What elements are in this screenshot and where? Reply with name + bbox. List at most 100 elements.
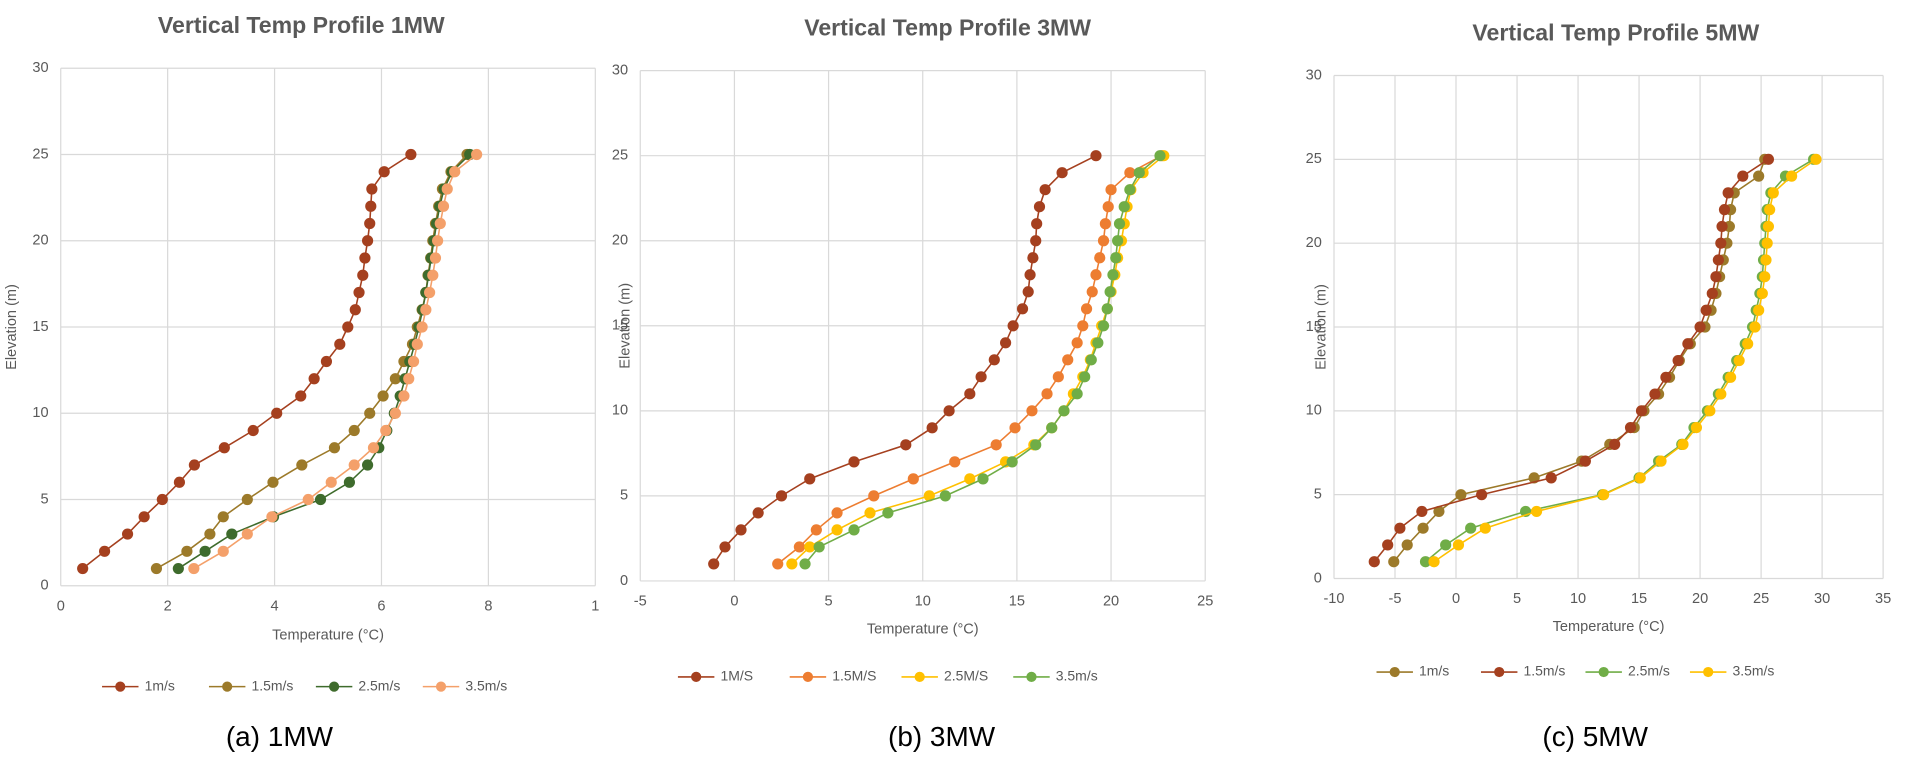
data-point <box>1097 235 1110 247</box>
data-point <box>138 511 150 523</box>
data-point <box>348 459 360 471</box>
series-line <box>1425 158 1814 563</box>
y-tick-label: 25 <box>612 148 628 164</box>
data-point <box>364 217 376 230</box>
series-line <box>156 153 468 570</box>
data-point <box>380 424 392 437</box>
data-point <box>735 524 747 536</box>
data-point <box>1085 354 1097 366</box>
data-point <box>882 507 894 519</box>
data-point <box>398 390 410 402</box>
data-point <box>1545 472 1557 484</box>
data-point <box>343 476 356 488</box>
data-point <box>1762 153 1775 165</box>
data-point <box>1099 218 1111 230</box>
data-point <box>1039 184 1051 196</box>
y-tick-label: 0 <box>40 578 48 594</box>
data-point <box>1530 505 1543 518</box>
data-point <box>173 476 186 488</box>
data-point <box>267 476 279 488</box>
legend-marker <box>222 681 233 692</box>
data-point <box>752 507 764 519</box>
data-point <box>411 338 423 350</box>
data-point <box>217 545 229 557</box>
data-point <box>226 528 238 540</box>
series-line <box>82 153 412 570</box>
data-point <box>424 286 436 299</box>
legend-marker <box>1026 671 1037 683</box>
data-point <box>172 562 184 575</box>
data-point <box>377 390 389 402</box>
chart-title: Vertical Temp Profile 5MW <box>1472 19 1759 45</box>
caption: (b) 3MW <box>888 721 996 752</box>
data-point <box>1762 220 1775 232</box>
data-point <box>1124 167 1136 179</box>
legend-label: 3.5m/s <box>1056 668 1098 684</box>
legend-marker <box>691 671 702 683</box>
data-point <box>266 511 278 523</box>
x-axis-label: Temperature (°C) <box>272 627 384 643</box>
data-point <box>1737 170 1749 182</box>
data-point <box>975 371 987 383</box>
data-point <box>1030 235 1042 247</box>
x-tick-label: -10 <box>1323 591 1344 607</box>
legend-label: 2.5M/S <box>944 668 988 684</box>
data-point <box>1046 422 1058 434</box>
data-point <box>1761 237 1773 249</box>
data-point <box>1756 287 1768 300</box>
data-point <box>1080 303 1093 315</box>
chart: 0 5 10 15 20 25 30 -10 -5 0 5 10 15 20 25 30 35 1m/s 1.5m/… <box>1306 19 1892 752</box>
data-point <box>1660 371 1672 383</box>
data-point <box>1052 371 1064 383</box>
data-point <box>1465 522 1477 534</box>
x-tick-label: 0 <box>57 598 65 614</box>
data-point <box>1016 303 1029 315</box>
data-point <box>977 473 989 485</box>
data-point <box>367 442 380 454</box>
data-point <box>1419 556 1432 568</box>
data-point <box>361 459 374 471</box>
data-point <box>708 558 720 570</box>
y-tick-label: 30 <box>32 60 48 76</box>
data-point <box>357 269 369 281</box>
x-tick-label: -5 <box>634 593 647 609</box>
y-axis-label: Elevation (m) <box>4 284 20 370</box>
legend-label: 1M/S <box>720 668 753 684</box>
data-point <box>1749 321 1761 333</box>
y-tick-label: 10 <box>32 405 48 421</box>
data-point <box>302 493 314 506</box>
data-point <box>241 528 253 540</box>
data-point <box>334 338 346 350</box>
data-point <box>150 562 163 575</box>
legend-marker <box>1494 666 1505 678</box>
data-point <box>1079 371 1091 383</box>
x-tick-label: 6 <box>377 598 385 614</box>
data-point <box>405 148 417 161</box>
x-axis-label: Temperature (°C) <box>867 621 979 637</box>
legend-marker <box>1703 666 1714 678</box>
legend-label: 1m/s <box>1419 663 1449 679</box>
data-point <box>868 490 880 502</box>
data-point <box>1764 204 1776 216</box>
y-tick-label: 5 <box>1314 487 1322 503</box>
y-tick-label: 25 <box>1306 151 1322 167</box>
data-point <box>1041 388 1053 400</box>
y-tick-label: 20 <box>32 233 48 249</box>
data-point <box>1476 489 1488 501</box>
data-point <box>98 545 111 557</box>
data-point <box>900 439 912 451</box>
legend-label: 1.5M/S <box>832 668 876 684</box>
data-point <box>364 407 376 419</box>
data-point <box>1026 405 1038 417</box>
data-point <box>1022 286 1034 298</box>
data-point <box>359 252 371 264</box>
data-point <box>1753 304 1765 316</box>
data-point <box>378 166 390 178</box>
legend-label: 1.5m/s <box>251 677 293 693</box>
data-point <box>1000 337 1012 349</box>
data-point <box>1086 286 1098 298</box>
legend-label: 1.5m/s <box>1524 663 1566 679</box>
data-point <box>1810 153 1822 165</box>
data-point <box>1706 287 1718 300</box>
